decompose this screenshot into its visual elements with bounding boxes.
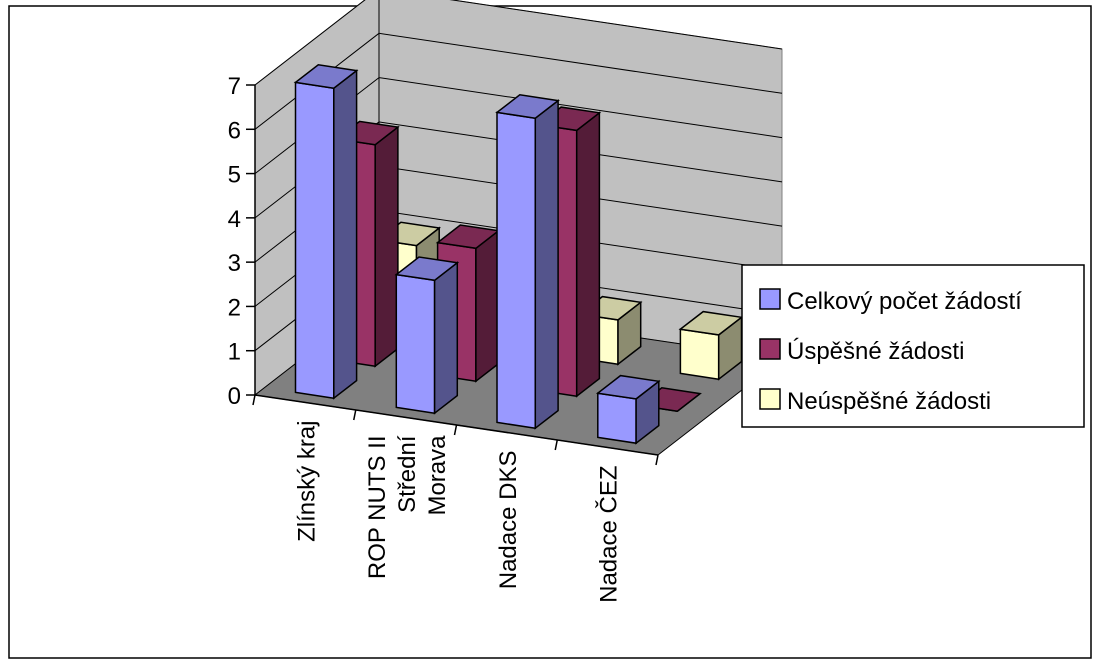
bar-front <box>680 329 718 379</box>
bar <box>680 312 741 380</box>
bar-side <box>435 263 458 414</box>
category-label: Nadace DKS <box>495 451 522 590</box>
legend-swatch <box>760 289 780 309</box>
y-tick-label: 4 <box>228 206 241 233</box>
y-tick-label: 6 <box>228 117 241 144</box>
legend-swatch <box>760 339 780 359</box>
legend-label: Úspěšné žádosti <box>787 338 964 365</box>
bar-side <box>334 71 357 399</box>
legend-swatch <box>760 389 780 409</box>
bar <box>396 257 457 413</box>
bar-front <box>396 275 434 414</box>
category-label-group: Zlínský kraj <box>293 421 320 542</box>
category-label: ROP NUTS II <box>364 436 391 580</box>
bar <box>497 95 558 428</box>
legend-label: Celkový počet žádostí <box>787 288 1022 315</box>
bar-side <box>476 231 499 382</box>
bar <box>598 376 659 444</box>
bar-side <box>577 113 600 396</box>
bar-front <box>598 393 636 443</box>
y-tick-label: 0 <box>228 383 241 410</box>
legend-label: Neúspěšné žádosti <box>787 388 991 415</box>
category-label: Zlínský kraj <box>293 421 320 542</box>
y-tick-label: 3 <box>228 250 241 277</box>
category-label: Střední <box>394 435 421 513</box>
category-label: Nadace ČEZ <box>595 466 623 603</box>
bar-front <box>497 112 535 428</box>
bar-side <box>375 127 398 366</box>
category-label: Morava <box>424 435 451 516</box>
y-tick-label: 1 <box>228 339 241 366</box>
category-label-group: Nadace ČEZ <box>595 466 623 603</box>
bar-side <box>535 101 558 429</box>
legend: Celkový počet žádostí Úspěšné žádosti Neús… <box>742 265 1084 427</box>
y-tick-label: 5 <box>228 162 241 189</box>
y-tick-label: 7 <box>228 73 241 100</box>
bar-front <box>296 82 334 398</box>
category-label-group: Nadace DKS <box>495 451 522 590</box>
bar <box>296 65 357 398</box>
y-tick-label: 2 <box>228 294 241 321</box>
